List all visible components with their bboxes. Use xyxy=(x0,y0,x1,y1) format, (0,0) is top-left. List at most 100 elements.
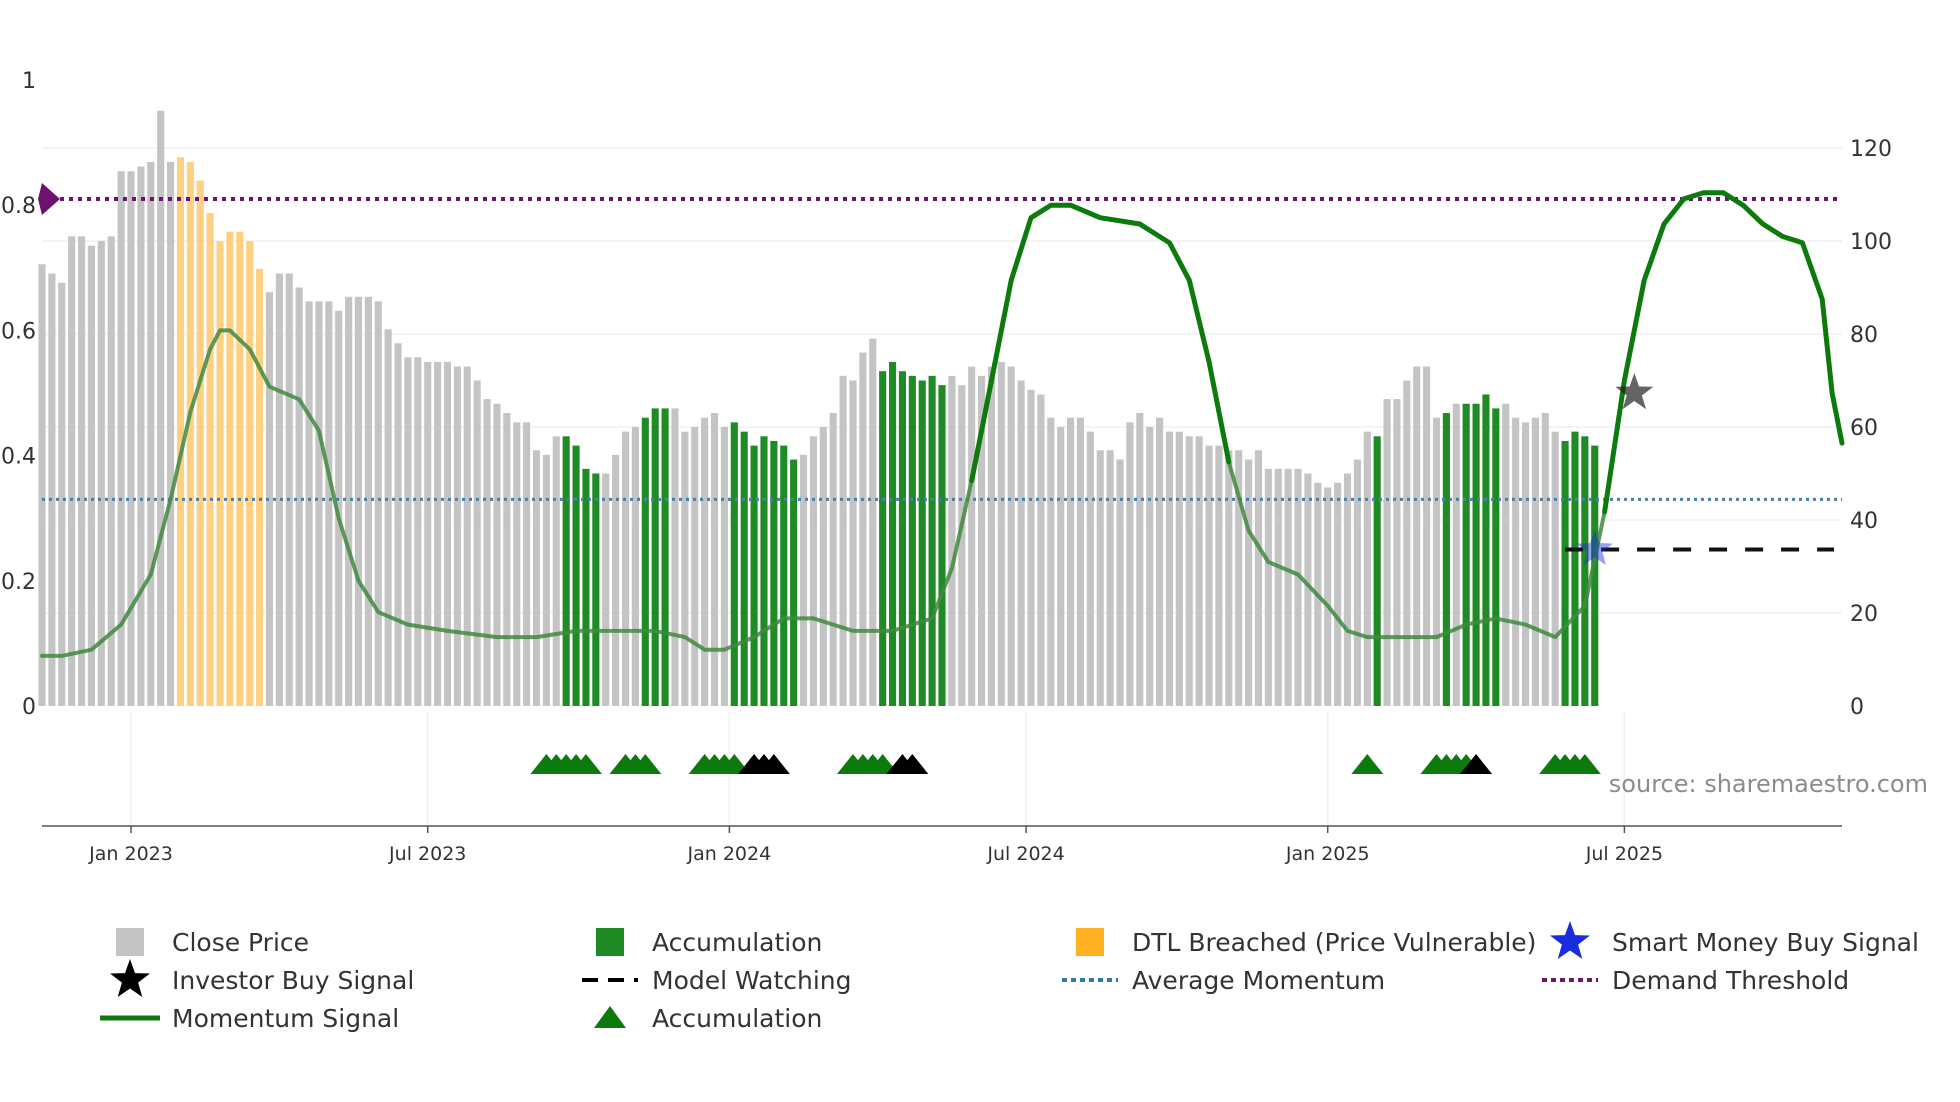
close-price-bar xyxy=(809,436,817,706)
accumulation-bar xyxy=(888,361,897,706)
close-price-bar xyxy=(1175,431,1183,706)
close-price-bar xyxy=(671,408,679,706)
source-label: source: sharemaestro.com xyxy=(1609,770,1928,798)
close-price-bar xyxy=(1007,366,1015,706)
close-price-bar xyxy=(542,454,550,706)
close-price-bar xyxy=(48,273,56,706)
close-price-bar xyxy=(1165,431,1174,706)
accumulation-bar xyxy=(790,459,798,706)
close-price-bar xyxy=(819,427,827,706)
right-tick-label: 60 xyxy=(1850,416,1878,441)
close-price-bar xyxy=(552,436,560,706)
close-price-bar xyxy=(503,413,511,706)
accumulation-bar xyxy=(1492,408,1500,706)
close-price-bar xyxy=(1324,487,1332,706)
accumulation-bar xyxy=(908,375,916,706)
close-price-bar xyxy=(1215,445,1223,706)
legend-item: Accumulation xyxy=(596,928,822,957)
close-price-bar xyxy=(473,380,481,706)
accumulation-triangles xyxy=(530,754,1601,774)
close-price-bar xyxy=(374,301,382,706)
close-price-bar xyxy=(463,366,471,706)
close-price-bar xyxy=(1353,459,1361,706)
legend-item: Demand Threshold xyxy=(1542,966,1849,995)
tick-labels: 0 0.2 0.4 0.6 0.8 1 0 20 40 60 80 100 120 Jan 2023 Jul… xyxy=(1,69,1892,865)
x-tick-label: Jul 2024 xyxy=(986,843,1064,865)
axes xyxy=(42,825,1842,833)
close-price-bar xyxy=(1284,468,1292,706)
signal-triangle xyxy=(757,754,790,774)
close-price-bar xyxy=(859,352,867,706)
close-price-bar xyxy=(720,427,728,706)
accumulation-bar xyxy=(1581,436,1589,706)
close-price-bar xyxy=(265,292,274,706)
investor-buy-signal-star xyxy=(1615,373,1654,410)
legend-label: Accumulation xyxy=(652,928,822,957)
close-price-bar xyxy=(38,264,46,706)
close-price-bar xyxy=(1383,399,1391,706)
close-price-bar xyxy=(107,236,115,706)
accumulation-bar xyxy=(928,375,936,706)
close-price-bar xyxy=(1413,366,1421,706)
close-price-bar xyxy=(1146,427,1154,706)
legend-label: Smart Money Buy Signal xyxy=(1612,928,1919,957)
dtl-breached-bar xyxy=(216,241,224,706)
close-price-bar xyxy=(137,166,145,707)
close-price-bar xyxy=(1195,436,1203,706)
dtl-breached-bar xyxy=(196,180,204,707)
x-tick-label: Jan 2023 xyxy=(88,843,173,865)
accumulation-bar xyxy=(1482,394,1490,706)
close-price-bar xyxy=(1363,431,1371,706)
threshold-marker xyxy=(38,182,60,215)
close-price-bar xyxy=(1126,422,1134,706)
close-price-bar xyxy=(1245,459,1253,706)
close-price-bar xyxy=(1076,417,1085,706)
accumulation-triangle xyxy=(569,754,602,774)
close-price-bar xyxy=(1205,445,1213,706)
close-price-bar xyxy=(384,329,392,706)
accumulation-triangle xyxy=(1568,754,1601,774)
accumulation-bar xyxy=(1472,403,1480,706)
orange-square-icon xyxy=(1076,928,1104,956)
signal-triangle xyxy=(896,754,929,774)
close-price-bar xyxy=(1551,431,1559,706)
x-tick-label: Jul 2023 xyxy=(388,843,466,865)
accumulation-bar xyxy=(750,445,758,706)
signal-stars xyxy=(1576,373,1654,565)
accumulation-bar xyxy=(938,385,946,706)
close-price-bar xyxy=(1423,366,1431,706)
close-price-bar xyxy=(364,296,372,706)
close-price-bar xyxy=(1452,403,1460,706)
close-price-bar xyxy=(1531,417,1539,706)
close-price-bar xyxy=(1017,380,1025,706)
dtl-breached-bar xyxy=(236,231,244,706)
close-price-bar xyxy=(978,375,986,706)
close-price-bar xyxy=(345,296,353,706)
close-price-bar xyxy=(799,454,808,706)
right-tick-label: 100 xyxy=(1850,230,1892,255)
close-price-bar xyxy=(78,236,86,706)
legend-label: Model Watching xyxy=(652,966,852,995)
close-price-bar xyxy=(127,171,135,706)
close-price-bar xyxy=(424,361,432,706)
close-price-bar xyxy=(513,422,521,706)
close-price-bar xyxy=(1521,422,1530,706)
close-price-bar xyxy=(68,236,76,706)
dtl-breached-bar xyxy=(206,213,214,706)
right-tick-label: 80 xyxy=(1850,323,1878,348)
close-price-bar xyxy=(275,273,283,706)
close-price-bar xyxy=(443,361,452,706)
close-price-bar xyxy=(295,287,303,706)
close-price-bar xyxy=(681,431,689,706)
legend-item: Smart Money Buy Signal xyxy=(1550,921,1919,959)
legend-label: Investor Buy Signal xyxy=(172,966,414,995)
demand-threshold-line xyxy=(38,182,1842,215)
dtl-breached-bar xyxy=(186,161,194,706)
close-price-bar xyxy=(1136,413,1144,706)
close-price-bar xyxy=(612,454,620,706)
close-price-bar xyxy=(839,375,847,706)
accumulation-bar xyxy=(760,436,768,706)
close-price-bar xyxy=(394,343,402,706)
close-price-bar xyxy=(1096,450,1104,706)
